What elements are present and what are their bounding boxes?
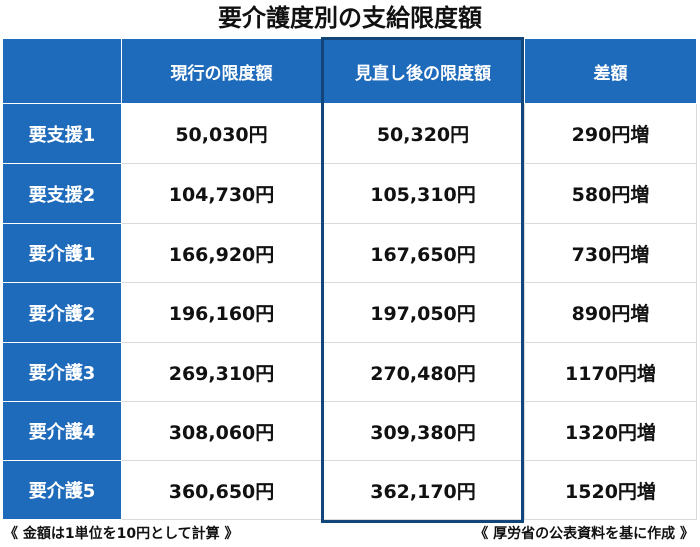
difference-cell: 1520円増 — [525, 461, 697, 520]
calculation-note: 《 金額は1単位を10円として計算 》 — [4, 526, 239, 542]
row-label: 要介護4 — [3, 402, 122, 461]
header-current-limit: 現行の限度額 — [122, 39, 322, 104]
header-corner-cell — [3, 39, 122, 104]
revised-limit-cell: 167,650円 — [322, 224, 525, 283]
row-label: 要介護3 — [3, 343, 122, 402]
difference-cell: 730円増 — [525, 224, 697, 283]
current-limit-cell: 269,310円 — [122, 343, 322, 402]
revised-limit-cell: 362,170円 — [322, 461, 525, 520]
row-label: 要介護2 — [3, 283, 122, 343]
current-limit-cell: 104,730円 — [122, 164, 322, 224]
difference-cell: 580円増 — [525, 164, 697, 224]
revised-limit-cell: 197,050円 — [322, 283, 525, 343]
revised-limit-cell: 270,480円 — [322, 343, 525, 402]
revised-limit-cell: 105,310円 — [322, 164, 525, 224]
difference-cell: 890円増 — [525, 283, 697, 343]
current-limit-cell: 166,920円 — [122, 224, 322, 283]
row-label: 要介護1 — [3, 224, 122, 283]
row-label: 要介護5 — [3, 461, 122, 520]
row-label: 要支援1 — [3, 104, 122, 164]
difference-cell: 1320円増 — [525, 402, 697, 461]
header-revised-limit: 見直し後の限度額 — [322, 39, 525, 104]
source-note: 《 厚労省の公表資料を基に作成 》 — [474, 526, 694, 542]
difference-cell: 290円増 — [525, 104, 697, 164]
row-label: 要支援2 — [3, 164, 122, 224]
current-limit-cell: 50,030円 — [122, 104, 322, 164]
current-limit-cell: 196,160円 — [122, 283, 322, 343]
limit-table: 現行の限度額 見直し後の限度額 差額 要支援1 50,030円 50,320円 … — [3, 39, 697, 520]
revised-limit-cell: 309,380円 — [322, 402, 525, 461]
revised-limit-cell: 50,320円 — [322, 104, 525, 164]
current-limit-cell: 308,060円 — [122, 402, 322, 461]
page-title: 要介護度別の支給限度額 — [218, 4, 482, 32]
current-limit-cell: 360,650円 — [122, 461, 322, 520]
difference-cell: 1170円増 — [525, 343, 697, 402]
header-difference: 差額 — [525, 39, 697, 104]
